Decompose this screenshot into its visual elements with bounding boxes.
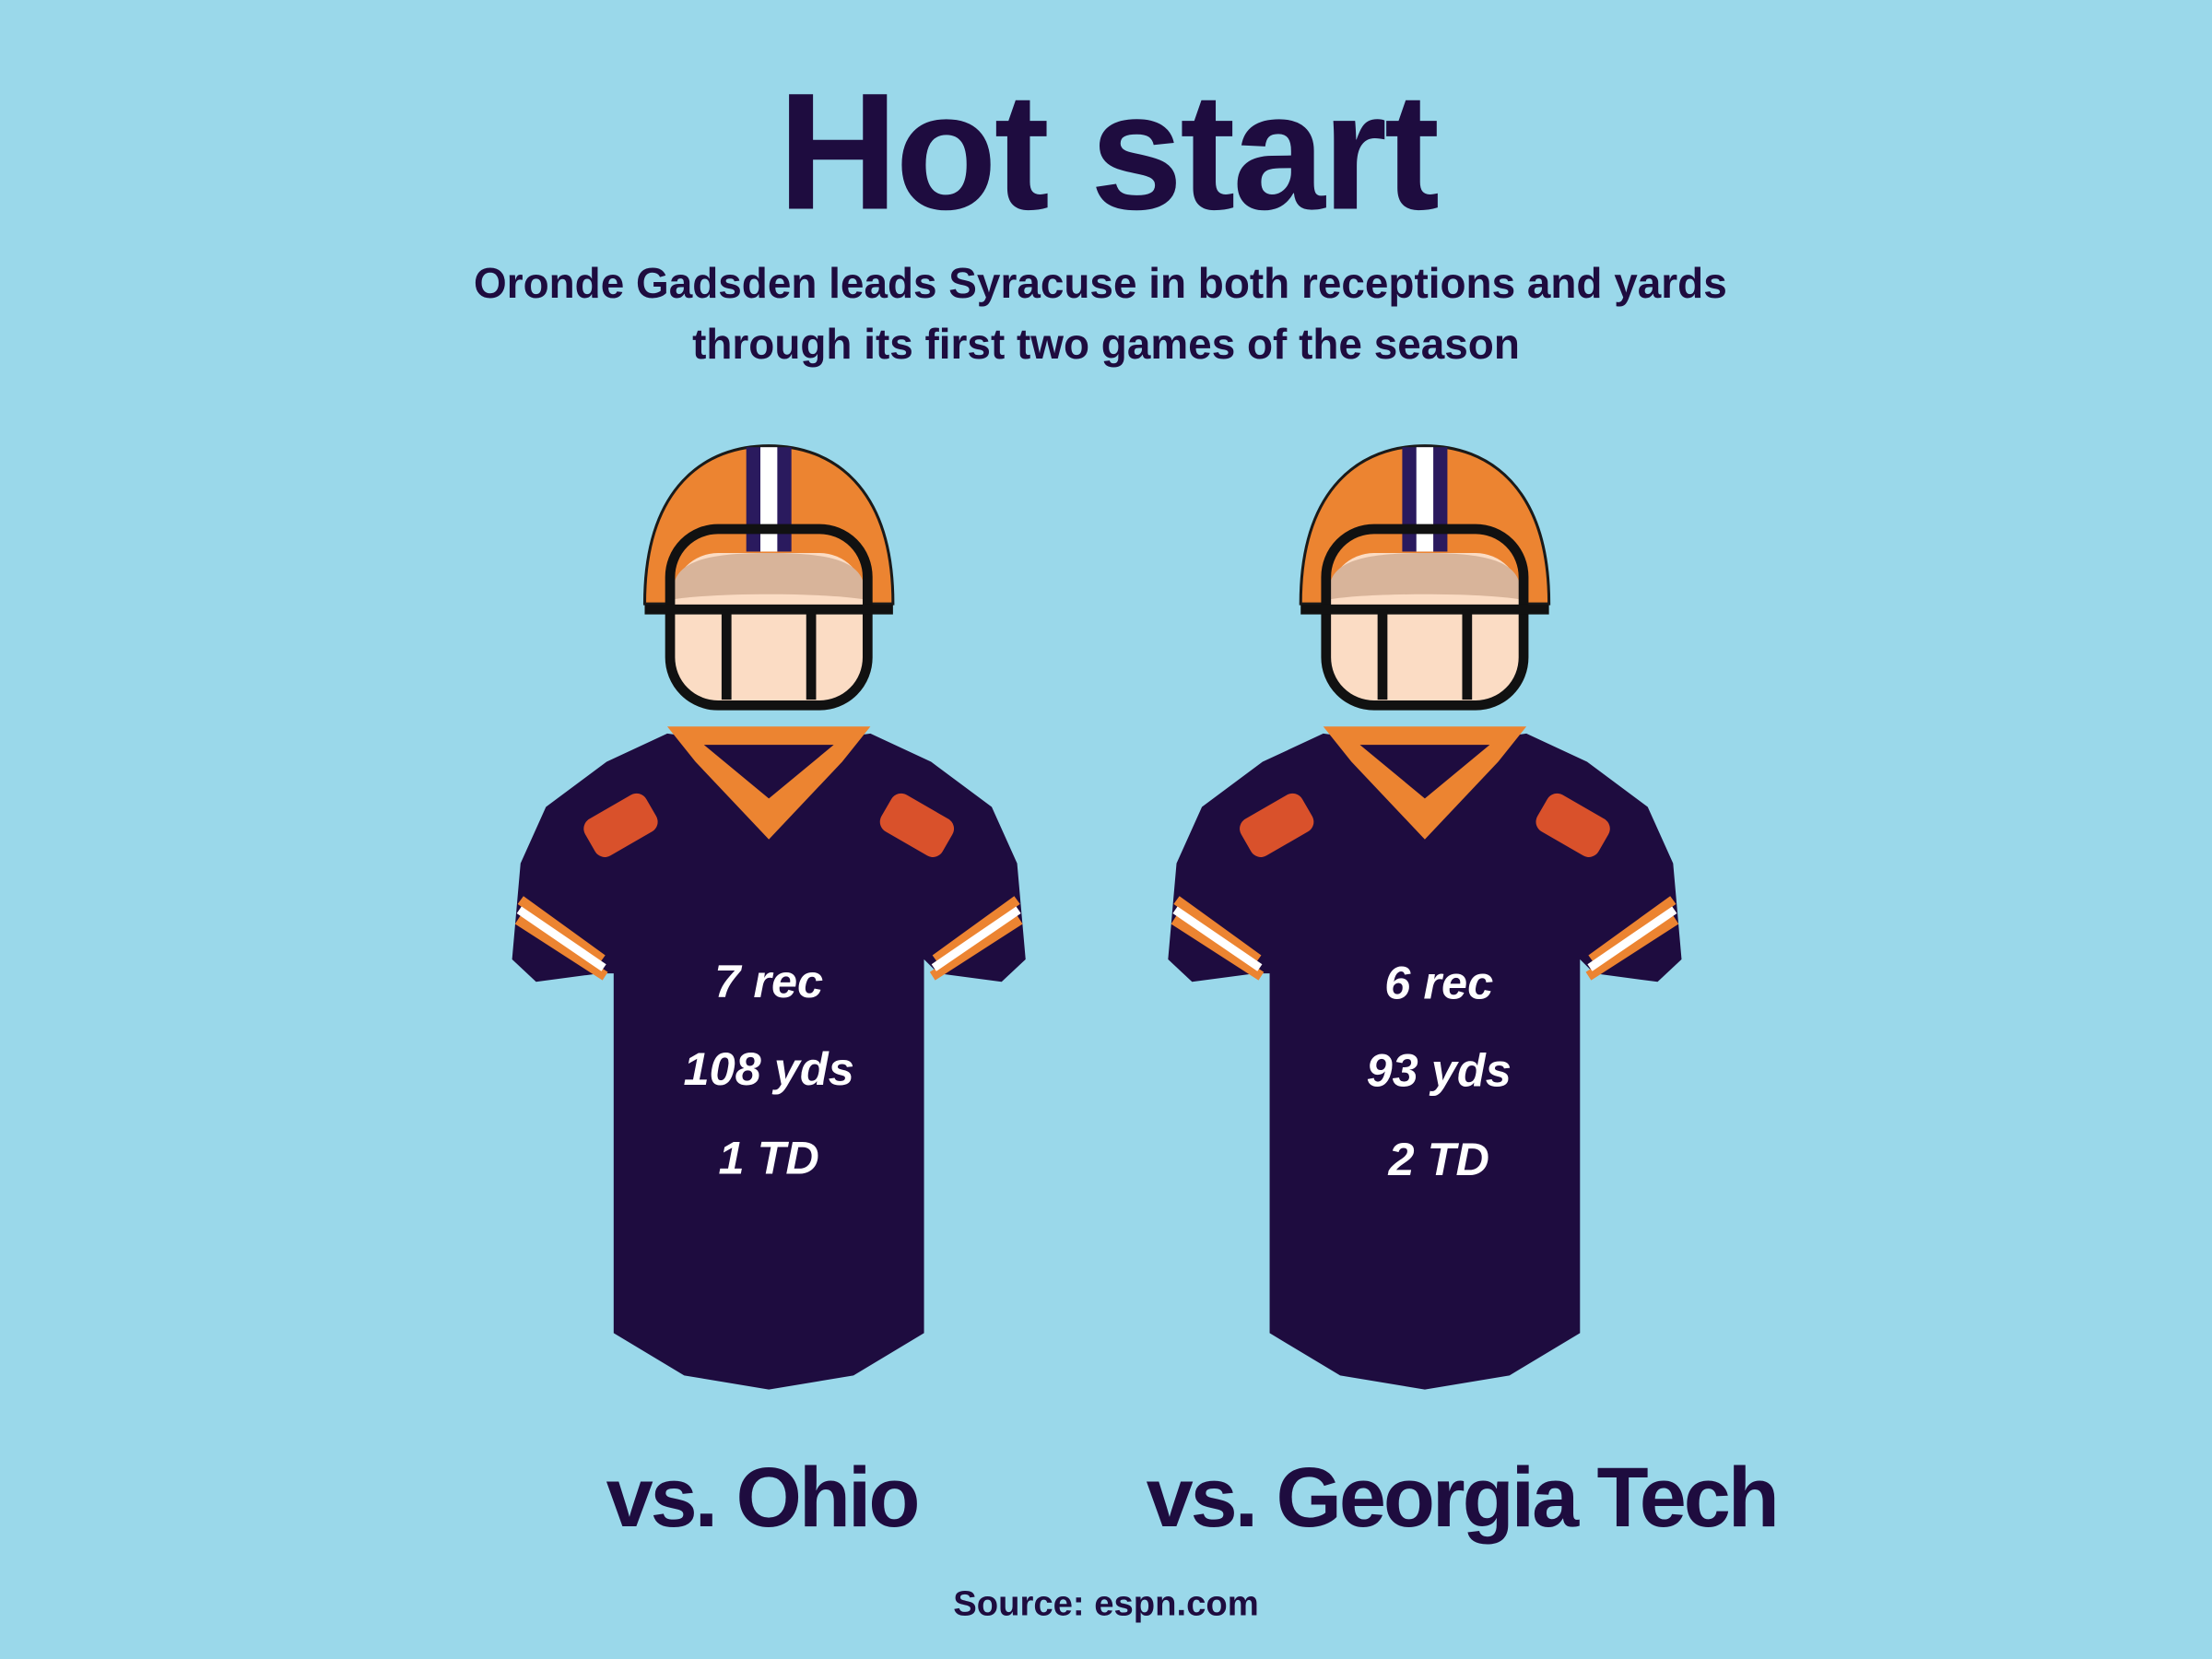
opponent: vs. Georgia Tech [1147, 1451, 1777, 1545]
subtitle: through its first two games of the seaso… [692, 320, 1520, 368]
stat: 2 TD [1388, 1133, 1489, 1185]
stat: 108 yds [684, 1042, 854, 1095]
opponent: vs. Ohio [606, 1451, 918, 1545]
stat: 7 rec [714, 955, 823, 1007]
source: Source: espn.com [953, 1584, 1259, 1624]
stat: 1 TD [718, 1131, 818, 1183]
stat: 6 rec [1384, 957, 1493, 1009]
player-graphic [1168, 446, 1681, 1390]
stat: 93 yds [1367, 1044, 1512, 1097]
player-graphic [512, 446, 1026, 1390]
subtitle: Oronde Gadsden leads Syracuse in both re… [474, 259, 1727, 307]
title: Hot start [778, 59, 1438, 245]
